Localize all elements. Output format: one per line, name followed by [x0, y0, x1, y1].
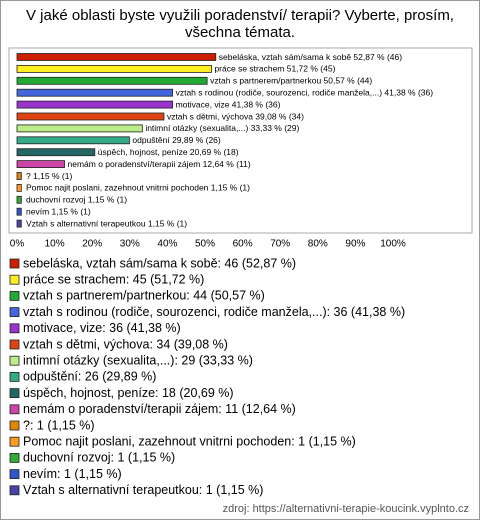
legend-label: sebeláska, vztah sám/sama k sobě: 46 (52… — [23, 256, 296, 270]
bar — [16, 65, 212, 73]
bar-label: motivace, vize 41,38 % (36) — [176, 99, 281, 109]
bar-label: Vztah s alternativní terapeutkou 1,15 % … — [26, 218, 187, 228]
legend-label: nevím: 1 (1,15 %) — [23, 467, 122, 481]
bar — [16, 124, 143, 133]
legend-swatch — [9, 290, 20, 301]
legend-swatch — [9, 485, 20, 496]
x-tick-label: 90% — [345, 239, 365, 250]
bar-label: ? 1,15 % (1) — [26, 171, 72, 181]
legend-label: vztah s dětmi, výchova: 34 (39,08 %) — [23, 337, 228, 351]
bar — [16, 160, 65, 169]
bar — [16, 76, 208, 85]
x-tick-label: 20% — [82, 239, 102, 250]
legend-label: Vztah s alternativní terapeutkou: 1 (1,1… — [23, 483, 263, 497]
bar-label: úspěch, hojnost, peníze 20,69 % (18) — [98, 147, 239, 157]
bar — [16, 100, 173, 109]
legend-label: práce se strachem: 45 (51,72 %) — [23, 272, 204, 286]
bar — [16, 195, 22, 204]
bar-label: nemám o poradenství/terapii zájem 12,64 … — [68, 159, 251, 169]
legend-swatch — [9, 388, 20, 399]
bar — [16, 136, 130, 145]
x-tick-label: 80% — [308, 239, 328, 250]
bar-label: odpuštění 29,89 % (26) — [132, 135, 221, 145]
legend-swatch — [9, 436, 20, 447]
legend-swatch — [9, 404, 20, 415]
bar-label: vztah s dětmi, výchova 39,08 % (34) — [167, 111, 304, 121]
legend-label: odpuštění: 26 (29,89 %) — [23, 370, 156, 384]
legend-label: nemám o poradenství/terapii zájem: 11 (1… — [23, 402, 296, 416]
legend-swatch — [9, 323, 20, 334]
legend-swatch — [9, 452, 20, 463]
bar-label: duchovní rozvoj 1,15 % (1) — [26, 195, 127, 205]
bar — [16, 53, 217, 61]
bar — [16, 88, 173, 97]
x-tick-label: 100% — [380, 239, 406, 250]
legend-swatch — [9, 469, 20, 480]
bar-label: Pomoc najit poslani, zazehnout vnitrni p… — [26, 183, 250, 193]
bar-label: vztah s rodinou (rodiče, sourozenci, rod… — [176, 87, 434, 97]
legend-swatch — [9, 307, 20, 318]
x-tick-label: 10% — [45, 239, 65, 250]
bar-label: intimní otázky (sexualita,...) 33,33 % (… — [145, 123, 299, 133]
bar — [16, 172, 22, 180]
legend-label: ?: 1 (1,15 %) — [23, 418, 95, 432]
legend-label: Pomoc najit poslani, zazehnout vnitrni p… — [23, 434, 356, 448]
x-tick-label: 50% — [195, 239, 215, 250]
bar — [16, 148, 96, 157]
legend-label: vztah s partnerem/partnerkou: 44 (50,57 … — [23, 289, 265, 303]
legend-swatch — [9, 258, 20, 269]
legend-swatch — [9, 371, 20, 382]
legend-label: motivace, vize: 36 (41,38 %) — [23, 321, 181, 335]
bar — [16, 219, 22, 228]
legend-label: duchovní rozvoj: 1 (1,15 %) — [23, 451, 175, 465]
bar-label: práce se strachem 51,72 % (45) — [214, 64, 335, 74]
chart-title: V jaké oblasti byste využili poradenství… — [26, 7, 454, 41]
source: zdroj: https://alternativni-terapie-kouc… — [223, 503, 469, 515]
legend-label: intimní otázky (sexualita,...): 29 (33,3… — [23, 353, 253, 367]
legend-label: vztah s rodinou (rodiče, sourozenci, rod… — [23, 305, 405, 319]
bar — [16, 207, 22, 216]
x-tick-label: 0% — [10, 239, 25, 250]
bar-label: nevím 1,15 % (1) — [26, 206, 91, 216]
bar-label: vztah s partnerem/partnerkou 50,57 % (44… — [210, 76, 372, 86]
x-tick-label: 70% — [270, 239, 290, 250]
legend-swatch — [9, 274, 20, 285]
legend-label: úspěch, hojnost, peníze: 18 (20,69 %) — [23, 386, 234, 400]
legend-swatch — [9, 339, 20, 350]
legend-swatch — [9, 355, 20, 366]
bar — [16, 112, 165, 121]
x-tick-label: 40% — [157, 239, 177, 250]
legend-swatch — [9, 420, 20, 431]
x-tick-label: 60% — [233, 239, 253, 250]
bar-label: sebeláska, vztah sám/sama k sobě 52,87 %… — [219, 52, 402, 62]
x-tick-label: 30% — [120, 239, 140, 250]
bar — [16, 183, 22, 192]
